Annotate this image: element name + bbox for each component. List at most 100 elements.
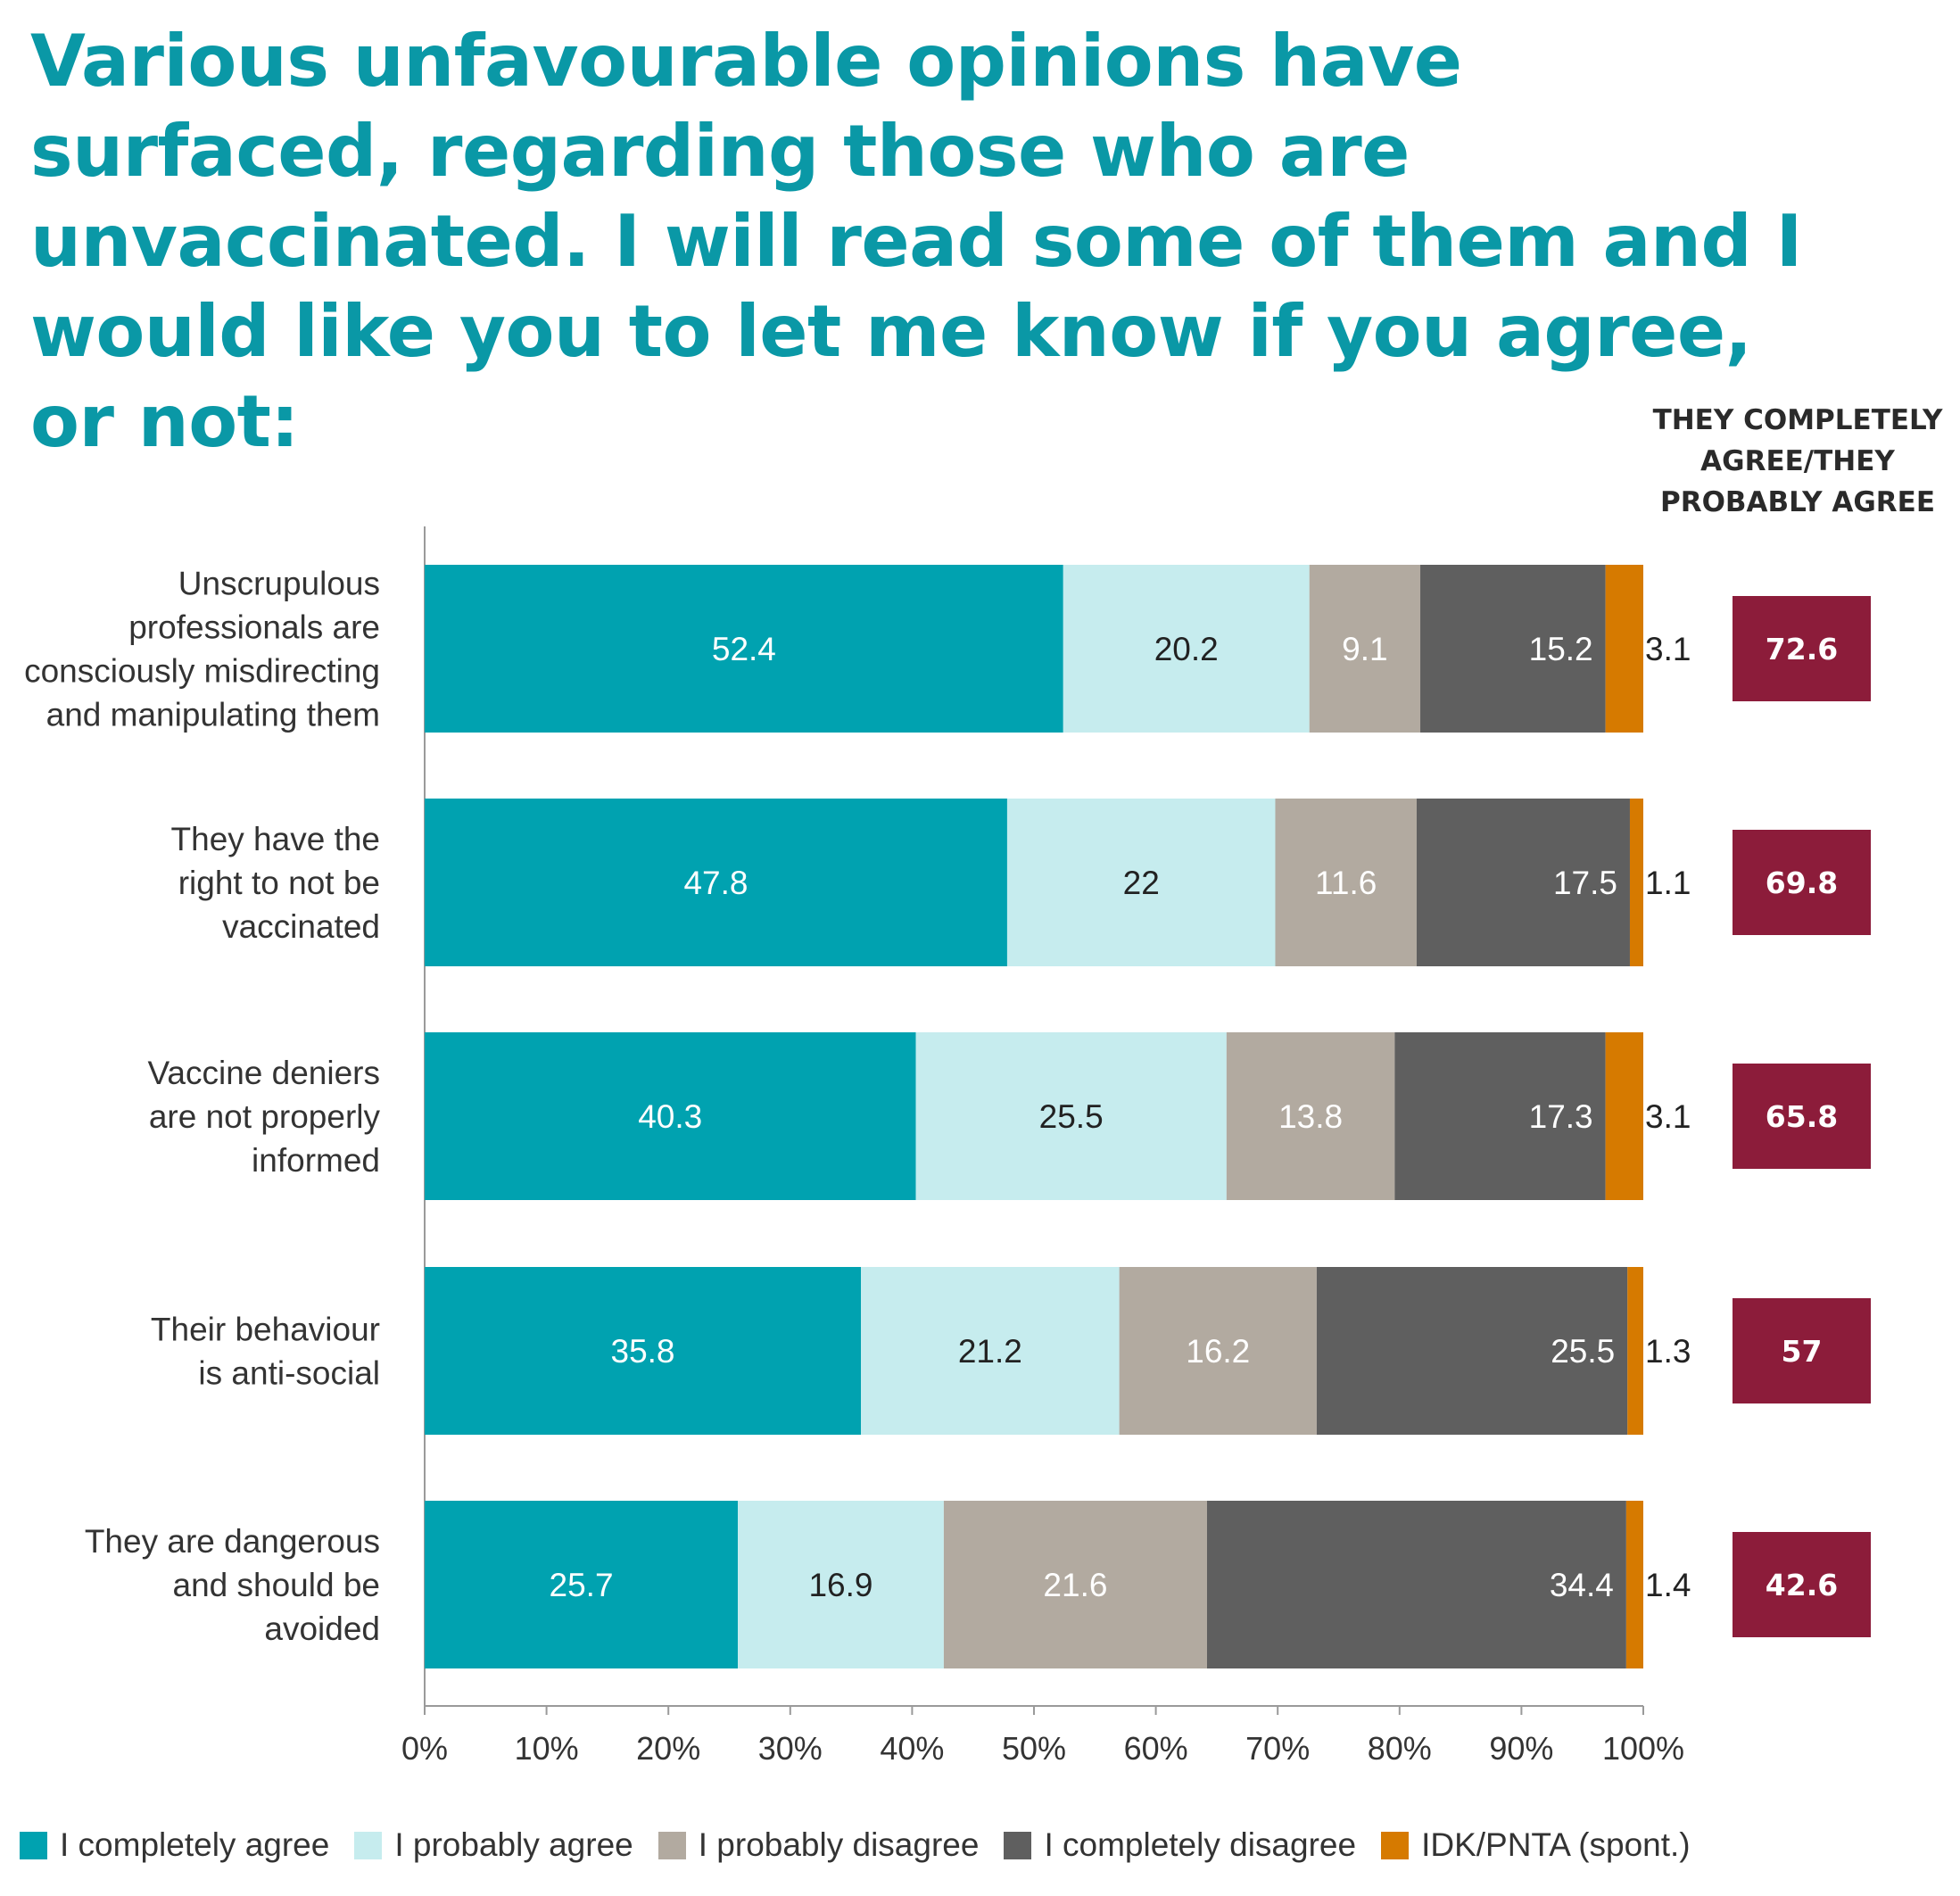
legend-label: IDK/PNTA (spont.) — [1421, 1826, 1691, 1863]
data-label: 13.8 — [1278, 1098, 1343, 1135]
data-label: 21.2 — [958, 1333, 1022, 1370]
category-label-line: vaccinated — [222, 908, 380, 945]
category-label-line: and manipulating them — [46, 697, 380, 733]
x-tick-label: 70% — [1245, 1730, 1310, 1767]
data-label: 11.6 — [1315, 865, 1377, 901]
data-label: 3.1 — [1645, 1098, 1691, 1135]
bar-segment-5 — [1627, 1267, 1643, 1435]
category-label-line: Vaccine deniers — [147, 1055, 380, 1091]
bar-segment-1 — [425, 565, 1063, 733]
category-label-line: professionals are — [128, 609, 380, 646]
data-label: 25.5 — [1039, 1098, 1104, 1135]
data-label: 52.4 — [712, 631, 776, 667]
bar-segment-4 — [1394, 1032, 1606, 1200]
data-label: 40.3 — [638, 1098, 702, 1135]
category-label-line: right to not be — [178, 865, 380, 901]
bar-segment-2 — [738, 1501, 944, 1668]
bar-segment-4 — [1206, 1501, 1626, 1668]
chart-legend: I completely agree I probably agree I prob… — [20, 1826, 1716, 1864]
x-tick-label: 10% — [515, 1730, 579, 1767]
bar-segment-5 — [1605, 565, 1643, 733]
bar-segment-3 — [1226, 1032, 1395, 1200]
data-label: 1.1 — [1645, 865, 1691, 901]
category-label: They have the right to not be vaccinated — [171, 821, 380, 945]
legend-item: I completely disagree — [1004, 1826, 1356, 1864]
bar-segment-3 — [1275, 799, 1417, 966]
x-tick-label: 40% — [880, 1730, 944, 1767]
data-label: 15.2 — [1529, 631, 1593, 667]
category-label-line: They have the — [171, 821, 380, 857]
data-label: 16.9 — [808, 1567, 872, 1603]
bar-segment-2 — [915, 1032, 1227, 1200]
category-label-line: and should be — [173, 1567, 380, 1603]
bar-segment-1 — [425, 799, 1007, 966]
bar-segment-3 — [1119, 1267, 1317, 1435]
bar-segment-1 — [425, 1501, 739, 1668]
bar-segment-2 — [861, 1267, 1120, 1435]
legend-label: I completely agree — [60, 1826, 330, 1863]
bar-segment-4 — [1416, 799, 1630, 966]
bar-segment-3 — [943, 1501, 1207, 1668]
legend-label: I probably disagree — [698, 1826, 980, 1863]
data-label: 1.3 — [1645, 1333, 1691, 1370]
bar-segment-5 — [1605, 1032, 1643, 1200]
agree-total-badge — [1733, 596, 1871, 701]
legend-label: I completely disagree — [1044, 1826, 1357, 1863]
data-label: 20.2 — [1154, 631, 1219, 667]
page-title: Various unfavourable opinions have surfa… — [30, 20, 1802, 463]
x-tick-label: 30% — [758, 1730, 823, 1767]
x-tick-label: 100% — [1602, 1730, 1684, 1767]
legend-item: I probably disagree — [657, 1826, 980, 1864]
legend-swatch — [354, 1831, 383, 1859]
x-tick-label: 80% — [1368, 1730, 1432, 1767]
category-label: Vaccine deniers are not properly informed — [147, 1055, 380, 1179]
x-tick-label: 90% — [1489, 1730, 1553, 1767]
data-label: 22 — [1123, 865, 1160, 901]
bar-segment-5 — [1629, 799, 1643, 966]
agree-total-value: 65.8 — [1766, 1099, 1838, 1134]
category-label-line: Their behaviour — [151, 1312, 380, 1348]
legend-swatch — [20, 1831, 47, 1859]
legend-swatch — [1381, 1831, 1410, 1859]
legend-item: IDK/PNTA (spont.) — [1381, 1826, 1691, 1864]
data-label: 17.3 — [1529, 1098, 1593, 1135]
data-label: 47.8 — [683, 865, 748, 901]
agree-total-badge — [1733, 1532, 1871, 1637]
agree-total-value: 57 — [1782, 1334, 1823, 1369]
data-label: 1.4 — [1645, 1567, 1691, 1603]
data-label: 3.1 — [1645, 631, 1691, 667]
agree-total-value: 72.6 — [1766, 632, 1838, 666]
legend-swatch — [1004, 1831, 1032, 1859]
data-label: 35.8 — [611, 1333, 675, 1370]
agree-total-badge — [1733, 1298, 1871, 1403]
bar-segment-4 — [1316, 1267, 1628, 1435]
category-label-line: informed — [252, 1142, 380, 1179]
bar-segment-2 — [1006, 799, 1276, 966]
category-label-line: avoided — [264, 1610, 380, 1647]
agree-total-header: THEY COMPLETELY AGREE/THEY PROBABLY AGRE… — [1652, 404, 1943, 518]
x-tick-label: 60% — [1124, 1730, 1188, 1767]
category-label: Their behaviour is anti-social — [151, 1312, 380, 1392]
category-label-line: is anti-social — [198, 1355, 380, 1392]
legend-item: I probably agree — [354, 1826, 633, 1864]
bar-segment-5 — [1625, 1501, 1643, 1668]
category-label: Unscrupulous professionals are consciously… — [24, 566, 380, 733]
bar-segment-2 — [1063, 565, 1310, 733]
bar-segment-4 — [1420, 565, 1606, 733]
x-tick-label: 20% — [636, 1730, 700, 1767]
data-label: 25.7 — [550, 1567, 614, 1603]
category-label-line: consciously misdirecting — [24, 653, 380, 690]
legend-item: I completely agree — [20, 1826, 329, 1864]
data-label: 17.5 — [1553, 865, 1617, 901]
x-tick-label: 50% — [1002, 1730, 1066, 1767]
agree-total-value: 69.8 — [1766, 865, 1838, 900]
bar-segment-1 — [425, 1267, 862, 1435]
agree-total-value: 42.6 — [1766, 1568, 1838, 1602]
bar-segment-3 — [1309, 565, 1421, 733]
category-label: They are dangerous and should be avoided — [85, 1523, 380, 1647]
legend-label: I probably agree — [394, 1826, 633, 1863]
category-label-line: They are dangerous — [85, 1523, 380, 1560]
legend-swatch — [657, 1831, 686, 1859]
x-tick-label: 0% — [401, 1730, 448, 1767]
agree-total-badge — [1733, 1064, 1871, 1169]
